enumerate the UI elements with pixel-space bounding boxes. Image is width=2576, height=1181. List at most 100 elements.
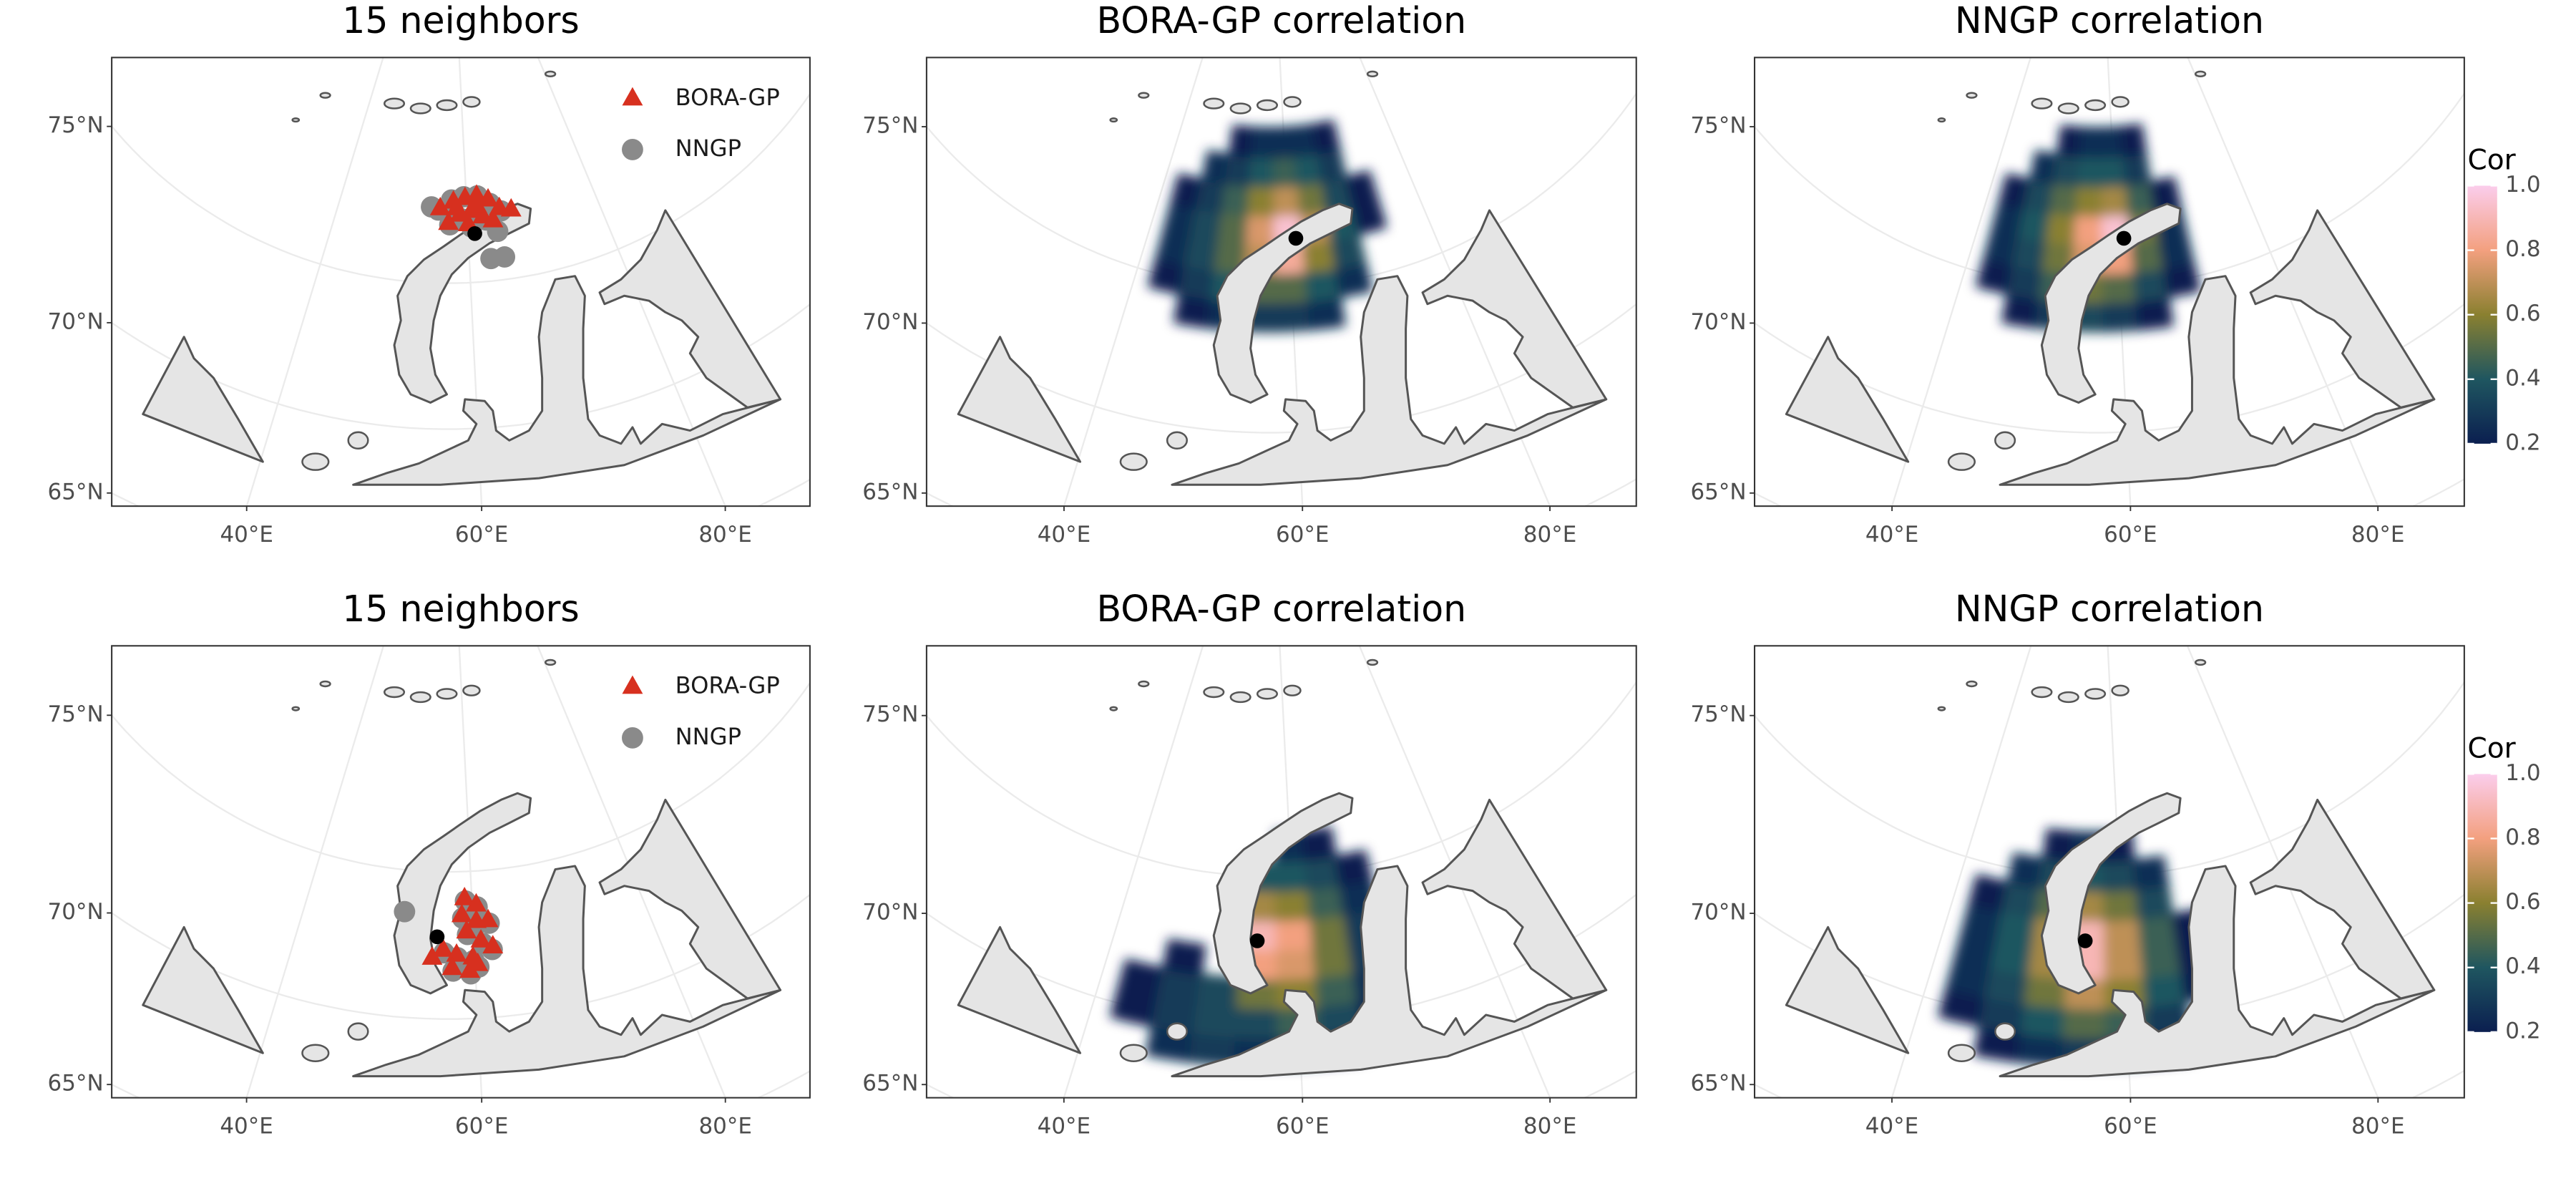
legend-label: BORA-GP [675, 84, 780, 111]
field-cell [2132, 266, 2170, 302]
field-cell [1312, 941, 1355, 978]
field-cell [2102, 858, 2138, 893]
island [2084, 99, 2107, 112]
colorbar-tick-label: 0.2 [2505, 1018, 2540, 1044]
y-tick-label: 65°N [48, 479, 104, 505]
neighbor-point [500, 198, 522, 217]
land [1171, 275, 1608, 486]
island [1947, 452, 1976, 471]
grid-line [1279, 646, 1304, 1098]
field-cell [2102, 298, 2140, 333]
island [291, 117, 301, 123]
panel-title: 15 neighbors [342, 588, 580, 630]
island [2057, 102, 2079, 115]
island [2031, 686, 2053, 699]
island [347, 431, 369, 450]
neighbor-point [456, 920, 477, 939]
colorbar-title: Cor [2467, 732, 2516, 764]
y-tick-label: 65°N [1690, 1071, 1746, 1097]
island [1966, 680, 1978, 688]
island [544, 70, 557, 78]
island [1966, 92, 1978, 99]
land [1212, 792, 1354, 995]
field-cell [2062, 1006, 2108, 1039]
x-tick-label: 40°E [1038, 522, 1091, 548]
field-cell [2023, 178, 2056, 214]
island [544, 658, 557, 666]
neighbor-point [482, 208, 504, 228]
field-cell [1968, 873, 2010, 913]
x-tick-label: 40°E [220, 1113, 273, 1139]
grid-line [1358, 646, 1551, 1098]
field-cell [2075, 184, 2104, 217]
panel-title: NNGP correlation [1955, 588, 2264, 630]
land [2249, 209, 2436, 409]
island [1366, 70, 1379, 78]
x-tick-label: 60°E [1276, 522, 1329, 548]
island [1283, 684, 1302, 696]
field-cell [1304, 266, 1342, 302]
land [1785, 336, 1910, 463]
y-tick-label: 75°N [1690, 112, 1746, 138]
y-tick-label: 75°N [862, 112, 918, 138]
field-cell [1312, 119, 1341, 155]
x-tick-label: 40°E [1865, 522, 1919, 548]
island [1229, 691, 1252, 704]
field-cell [2122, 152, 2152, 187]
land [1171, 865, 1608, 1078]
field-cell [1234, 1006, 1280, 1039]
grid-line [2107, 646, 2132, 1098]
island [1994, 431, 2016, 450]
island [383, 686, 406, 699]
y-tick-label: 70°N [862, 309, 918, 335]
x-tick-label: 40°E [220, 522, 273, 548]
island [319, 92, 331, 99]
island [436, 688, 458, 700]
land [1421, 798, 1608, 1000]
island [2111, 684, 2129, 696]
island [301, 452, 330, 471]
colorbar-tick-label: 0.2 [2505, 429, 2540, 455]
island [319, 680, 331, 688]
neighbor-point [446, 943, 467, 962]
x-tick-label: 80°E [698, 1113, 751, 1139]
island [436, 99, 458, 112]
y-tick-label: 75°N [1690, 701, 1746, 727]
y-tick-label: 70°N [48, 899, 104, 925]
field-cell [1247, 184, 1277, 217]
y-tick-label: 70°N [862, 900, 918, 925]
target-point [1249, 933, 1265, 948]
field-cell [1316, 147, 1347, 184]
island [1119, 452, 1148, 471]
colorbar-tick-label: 0.4 [2505, 365, 2540, 391]
field-cell [1304, 855, 1342, 891]
legend-symbol [622, 675, 643, 694]
plot-border [1754, 645, 2465, 1099]
grid-line [1279, 57, 1304, 507]
panel-title: BORA-GP correlation [1096, 588, 1466, 630]
island [1203, 686, 1225, 699]
field-cell [1334, 849, 1373, 888]
x-tick-label: 40°E [1865, 1113, 1919, 1139]
y-tick-label: 65°N [1690, 479, 1746, 505]
grid-line [1755, 303, 2464, 434]
field-cell [2099, 125, 2125, 159]
panel-title: BORA-GP correlation [1096, 0, 1466, 42]
y-tick-label: 70°N [1690, 900, 1746, 925]
grid-line [458, 646, 483, 1098]
field-cell [1249, 155, 1276, 188]
field-cell [2052, 153, 2082, 188]
grid-line [2186, 646, 2379, 1098]
island [291, 706, 301, 711]
y-tick-label: 65°N [862, 479, 918, 505]
neighbor-point [482, 935, 504, 954]
field-cell [2018, 206, 2052, 243]
land [1421, 209, 1608, 409]
grid-line [1063, 57, 1204, 507]
y-tick-label: 75°N [862, 701, 918, 727]
field-cell [2020, 1002, 2067, 1038]
grid-line [112, 92, 810, 284]
field-cell [2103, 917, 2142, 951]
field-cell [1344, 170, 1380, 208]
field-cell [1309, 913, 1351, 949]
